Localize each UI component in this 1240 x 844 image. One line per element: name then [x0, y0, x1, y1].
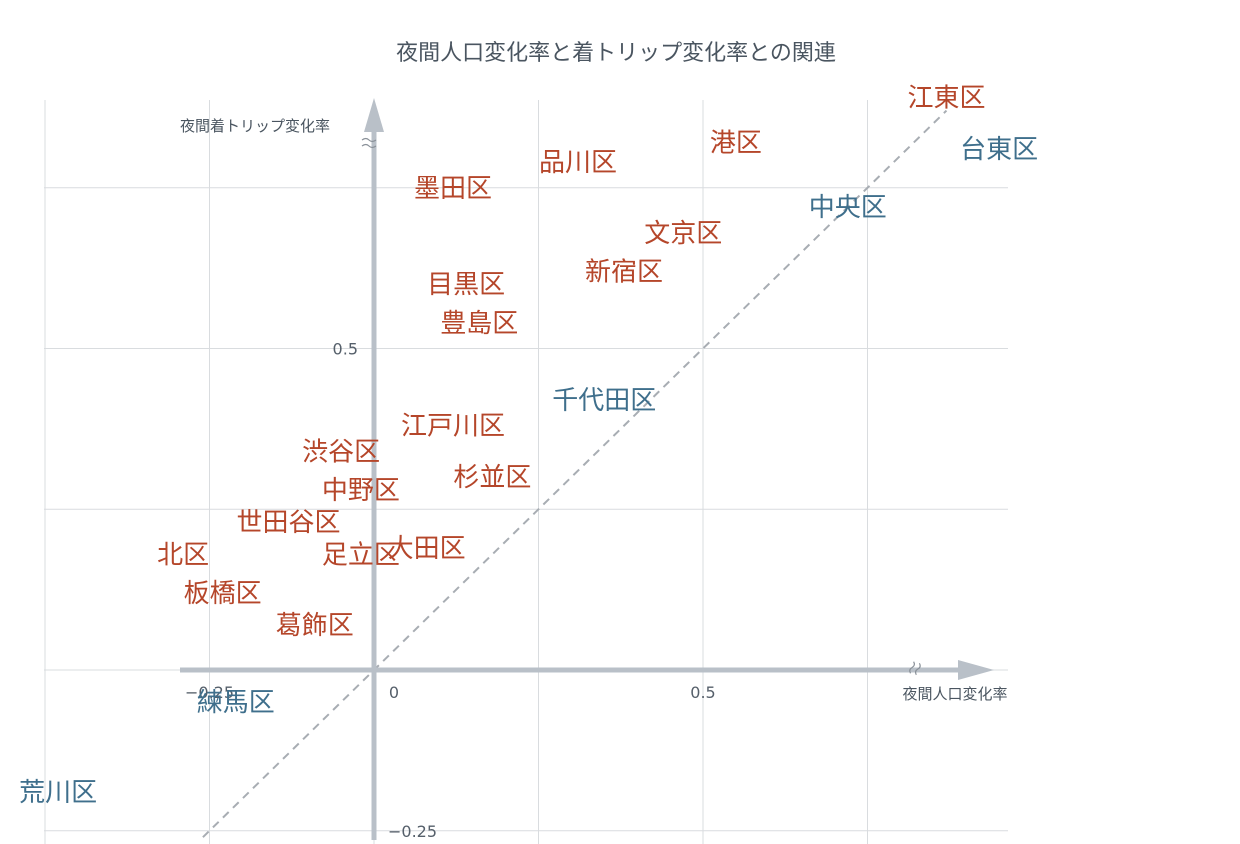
data-point-label: 世田谷区: [236, 508, 340, 538]
y-tick-label: 0.5: [333, 340, 358, 359]
data-point-label: 台東区: [960, 135, 1038, 165]
axes: [180, 98, 994, 840]
data-point-label: 文京区: [644, 219, 722, 249]
data-point-label: 目黒区: [427, 270, 505, 300]
y-axis-arrow: [364, 98, 384, 132]
data-point-label: 中央区: [809, 193, 887, 223]
data-point-label: 品川区: [539, 148, 617, 178]
data-point-label: 新宿区: [585, 257, 663, 287]
data-point-label: 千代田区: [552, 386, 656, 416]
y-axis-label: 夜間着トリップ変化率: [180, 117, 330, 135]
x-axis-arrow: [958, 660, 994, 680]
x-tick-label: −0.25: [185, 683, 234, 702]
data-point-label: 杉並区: [453, 463, 531, 493]
x-tick-label: 0: [389, 683, 399, 702]
data-point-label: 北区: [157, 540, 209, 570]
y-tick-label: −0.25: [388, 822, 437, 841]
data-point-label: 葛飾区: [276, 611, 354, 641]
data-point-label: 大田区: [388, 534, 466, 564]
x-tick-label: 0.5: [690, 683, 715, 702]
data-point-label: 荒川区: [19, 778, 97, 808]
data-point-label: 墨田区: [414, 174, 492, 204]
y-axis-break-mark: [361, 137, 377, 149]
x-axis-label: 夜間人口変化率: [902, 685, 1007, 703]
reference-line-group: [202, 109, 948, 838]
data-point-label: 港区: [710, 129, 762, 159]
data-point-label: 豊島区: [440, 309, 518, 339]
tick-labels: −0.25 0 0.5 0.5 −0.25: [185, 340, 716, 841]
x-axis-break-mark: [909, 661, 921, 676]
data-point-label: 渋谷区: [302, 437, 380, 467]
chart-title: 夜間人口変化率と着トリップ変化率との関連: [396, 41, 836, 66]
data-point-label: 江東区: [907, 84, 985, 114]
reference-line: [202, 109, 948, 838]
data-point-label: 練馬区: [197, 688, 275, 718]
data-point-label: 中野区: [322, 476, 400, 506]
data-point-label: 板橋区: [184, 579, 262, 609]
data-point-label: 足立区: [322, 540, 400, 570]
data-point-label: 江戸川区: [401, 412, 505, 442]
